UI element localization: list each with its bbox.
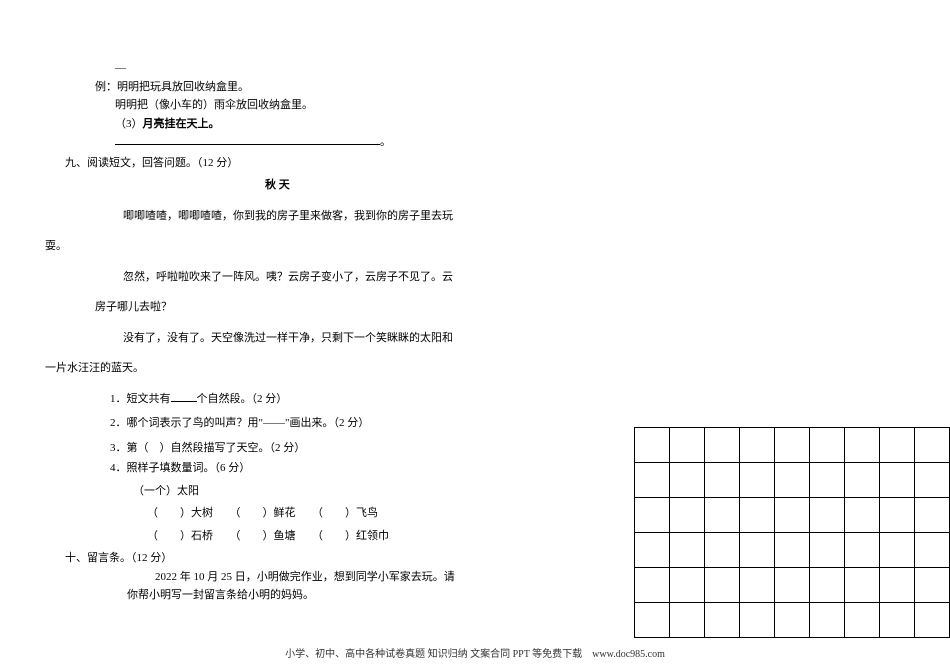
grid-cell [845,603,880,638]
grid-cell [705,463,740,498]
grid-cell [670,533,705,568]
grid-cell [670,603,705,638]
grid-cell [740,428,775,463]
passage-p1b: 耍。 [45,238,540,255]
answer-end-punc: 。 [380,136,391,148]
grid-cell [810,603,845,638]
grid-cell [740,463,775,498]
grid-cell [670,463,705,498]
example-q3-text: 月亮挂在天上。 [143,118,220,130]
grid-row [635,603,950,638]
grid-cell [635,568,670,603]
grid-cell [880,498,915,533]
grid-cell [810,428,845,463]
writing-grid [634,427,950,638]
grid-cell [880,568,915,603]
question-1b: 个自然段。（2 分） [197,393,288,405]
grid-cell [775,428,810,463]
grid-cell [670,428,705,463]
grid-cell [740,498,775,533]
grid-cell [775,533,810,568]
page-footer: 小学、初中、高中各种试卷真题 知识归纳 文案合同 PPT 等免费下载 www.d… [0,645,950,660]
grid-row [635,498,950,533]
grid-cell [845,428,880,463]
passage-p1: 唧唧喳喳，唧唧喳喳，你到我的房子里来做客，我到你的房子里去玩 [95,208,540,225]
grid-cell [670,498,705,533]
grid-cell [880,428,915,463]
passage-block: 秋 天 唧唧喳喳，唧唧喳喳，你到我的房子里来做客，我到你的房子里去玩 耍。 忽然… [95,177,540,377]
grid-cell [775,568,810,603]
grid-cell [810,498,845,533]
grid-cell [915,498,950,533]
grid-cell [775,603,810,638]
grid-cell [635,603,670,638]
grid-cell [670,568,705,603]
passage-p3b: 一片水汪汪的蓝天。 [45,360,540,377]
answer-underline [115,134,380,145]
grid-cell [740,603,775,638]
grid-cell [915,568,950,603]
passage-title: 秋 天 [95,177,540,194]
grid-row [635,463,950,498]
answer-blank-line: 。 [95,134,950,151]
grid-cell [880,533,915,568]
example-line-1: 例：明明把玩具放回收纳盒里。 [95,79,950,96]
grid-cell [845,533,880,568]
question-1: 1．短文共有 个自然段。（2 分） [95,391,950,408]
grid-cell [880,463,915,498]
grid-cell [635,498,670,533]
grid-cell [705,603,740,638]
grid-cell [810,533,845,568]
example-line-2: 明明把（像小车的）雨伞放回收纳盒里。 [95,97,950,114]
passage-p2: 忽然，呼啦啦吹来了一阵风。咦？云房子变小了，云房子不见了。云 [95,269,540,286]
grid-cell [705,533,740,568]
grid-row [635,533,950,568]
grid-cell [845,568,880,603]
grid-cell [915,463,950,498]
passage-p3: 没有了，没有了。天空像洗过一样干净，只剩下一个笑眯眯的太阳和 [95,330,540,347]
grid-cell [775,498,810,533]
question-1-blank [171,391,197,402]
grid-cell [635,463,670,498]
grid-cell [740,533,775,568]
writing-grid-body [635,428,950,638]
grid-cell [880,603,915,638]
grid-cell [915,428,950,463]
grid-cell [705,498,740,533]
example-q3-label: （3） [115,118,143,130]
grid-cell [810,568,845,603]
grid-cell [915,533,950,568]
grid-cell [635,533,670,568]
grid-cell [635,428,670,463]
example-text-1: 明明把玩具放回收纳盒里。 [117,81,249,93]
example-label: 例： [95,81,117,93]
section-9-heading: 九、阅读短文，回答问题。（12 分） [65,155,950,172]
grid-cell [810,463,845,498]
example-q3: （3）月亮挂在天上。 [95,116,950,133]
grid-cell [845,463,880,498]
grid-cell [705,568,740,603]
grid-cell [705,428,740,463]
grid-row [635,568,950,603]
grid-cell [740,568,775,603]
grid-row [635,428,950,463]
passage-p2b: 房子哪儿去啦？ [95,299,540,316]
leading-dash: — [95,60,950,77]
grid-cell [845,498,880,533]
grid-cell [915,603,950,638]
grid-cell [775,463,810,498]
question-1a: 1．短文共有 [110,393,171,405]
